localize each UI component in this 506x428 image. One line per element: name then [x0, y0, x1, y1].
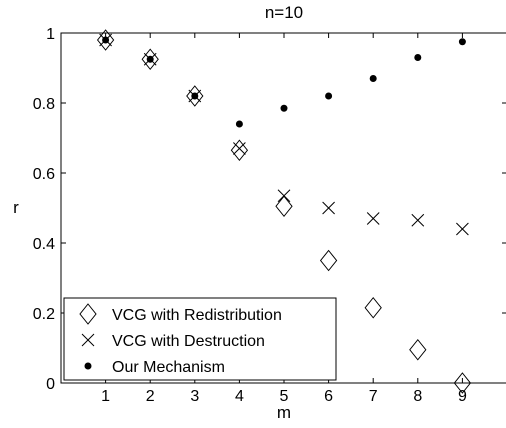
legend-marker — [81, 333, 95, 347]
cross-stroke — [411, 213, 425, 227]
our-mechanism-point — [235, 120, 243, 128]
y-tick-label: 0.4 — [33, 236, 55, 253]
our-mechanism-point — [325, 92, 333, 100]
destruction-point — [366, 212, 380, 225]
destruction-point — [411, 213, 425, 227]
y-tick-label: 0.6 — [33, 166, 55, 183]
legend-marker — [84, 362, 92, 370]
cross-stroke — [277, 189, 291, 203]
x-tick-label: 6 — [324, 388, 333, 405]
series-0 — [96, 29, 472, 394]
our-mechanism-point — [191, 92, 199, 100]
cross-stroke — [366, 212, 380, 225]
redistribution-point — [319, 249, 338, 272]
x-tick-label: 8 — [413, 388, 422, 405]
our-mechanism-point — [280, 104, 288, 112]
cross-stroke — [233, 142, 246, 155]
redistribution-point — [409, 338, 427, 361]
x-tick-label: 2 — [146, 388, 155, 405]
cross-stroke — [456, 222, 469, 236]
destruction-point — [456, 222, 469, 236]
x-tick-label: 1 — [101, 388, 110, 405]
legend-label: VCG with Redistribution — [112, 307, 282, 324]
cross-stroke — [322, 201, 335, 215]
redistribution-point — [141, 48, 159, 71]
our-mechanism-point — [414, 54, 422, 61]
data-marks — [96, 29, 472, 394]
destruction-point — [277, 189, 291, 203]
our-mechanism-point — [146, 55, 154, 63]
destruction-point — [233, 142, 246, 155]
redistribution-point — [275, 195, 293, 218]
y-tick-label: 0.2 — [33, 306, 55, 323]
chart-title: n=10 — [265, 3, 303, 22]
our-mechanism-point — [458, 38, 466, 46]
legend-label: Our Mechanism — [112, 359, 225, 376]
y-axis-title: r — [13, 198, 19, 217]
x-tick-label: 7 — [369, 388, 378, 405]
series-2 — [102, 36, 466, 128]
x-tick-label: 4 — [235, 388, 244, 405]
axes: 1 2 3 4 5 6 7 8 9 0 0.2 0.4 0.6 0.8 1 — [33, 26, 506, 405]
x-axis-title: m — [277, 403, 291, 422]
legend-marker — [79, 303, 97, 325]
redistribution-point — [364, 296, 382, 319]
cross-stroke — [81, 333, 95, 347]
y-tick-label: 0 — [46, 376, 55, 393]
our-mechanism-point — [369, 75, 377, 82]
legend-label: VCG with Destruction — [112, 333, 265, 350]
redistribution-point — [186, 85, 204, 107]
redistribution-point — [230, 139, 249, 162]
x-tick-label: 9 — [458, 388, 467, 405]
y-tick-label: 1 — [46, 26, 55, 43]
x-tick-label: 5 — [280, 388, 289, 405]
y-tick-label: 0.8 — [33, 96, 55, 113]
series-1 — [99, 33, 469, 236]
legend: VCG with Redistribution VCG with Destruct… — [63, 297, 337, 381]
our-mechanism-point — [102, 36, 110, 44]
destruction-point — [322, 201, 335, 215]
redistribution-point — [453, 372, 472, 394]
redistribution-point — [96, 29, 115, 51]
x-tick-label: 3 — [190, 388, 199, 405]
legend-box — [63, 297, 337, 381]
